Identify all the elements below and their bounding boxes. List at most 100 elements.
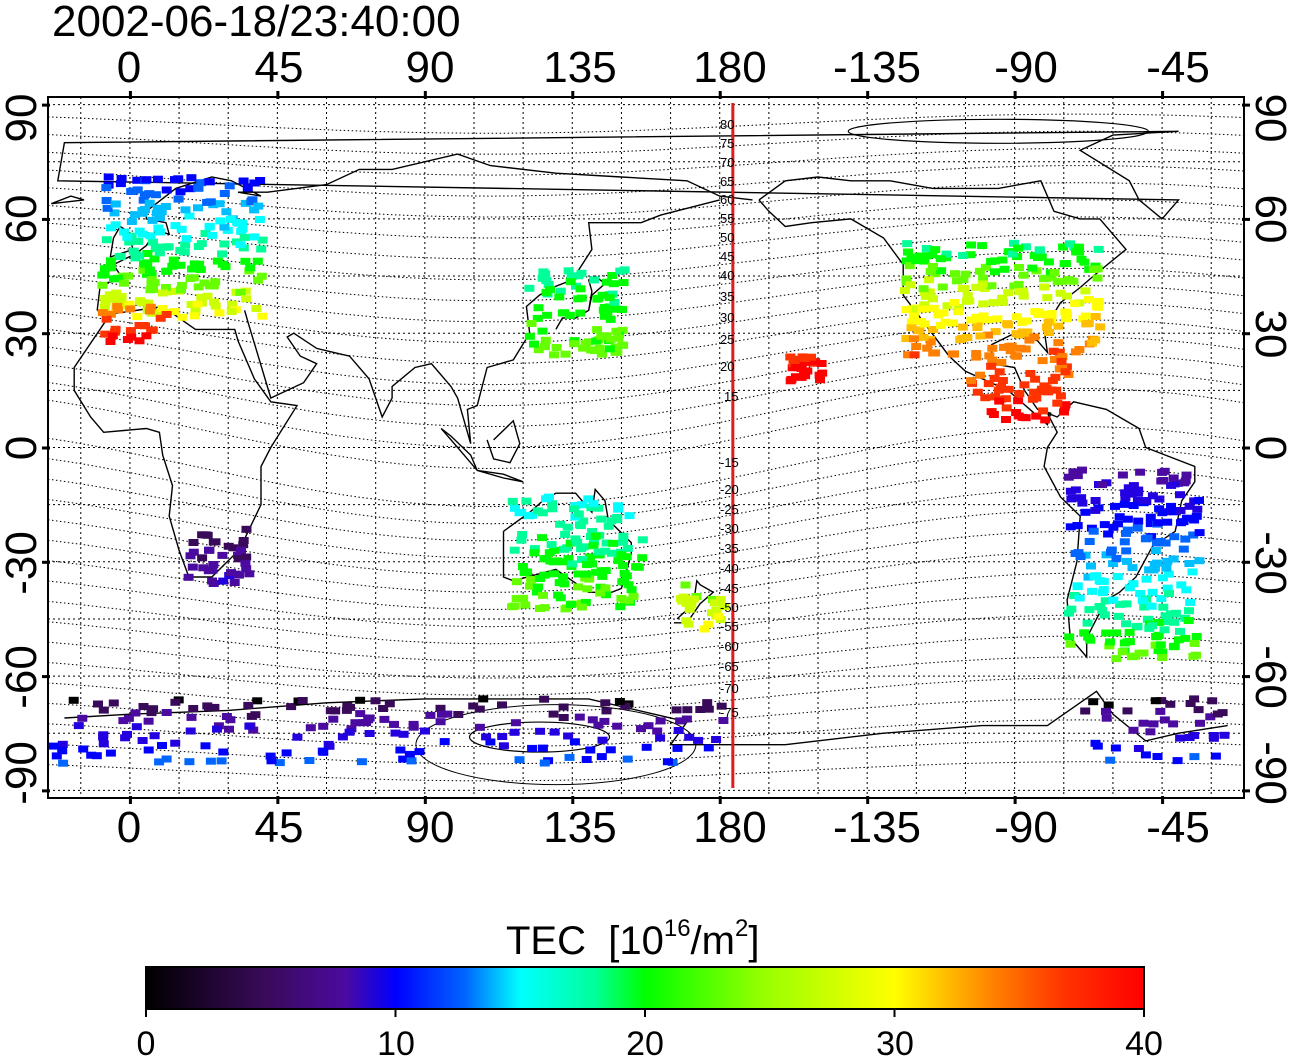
tec-point <box>257 236 268 244</box>
maglat-contour <box>47 656 1245 696</box>
tec-point <box>184 758 195 766</box>
tec-point <box>148 705 159 713</box>
tec-point <box>1147 492 1158 500</box>
tec-point <box>1110 502 1120 510</box>
tec-point <box>1041 323 1052 331</box>
tec-point <box>1065 523 1076 531</box>
tec-point <box>1146 602 1157 610</box>
tec-point <box>188 548 199 556</box>
tec-point <box>596 515 607 523</box>
tec-point <box>108 295 119 303</box>
lon-tick-bottom: -135 <box>832 803 922 852</box>
tec-point <box>1111 554 1122 562</box>
tec-point <box>596 753 607 761</box>
frame-tick-right <box>1242 103 1250 107</box>
tec-point <box>563 732 574 740</box>
tec-point <box>535 605 545 612</box>
tec-point <box>1080 707 1091 715</box>
tec-point <box>1101 714 1112 722</box>
tec-point <box>1178 545 1189 553</box>
tec-point <box>953 308 964 316</box>
tec-point <box>125 305 136 313</box>
tec-point <box>547 500 557 508</box>
tec-point <box>235 241 246 249</box>
tec-point <box>1059 260 1070 268</box>
tec-point <box>919 301 930 309</box>
tec-point <box>1145 728 1156 736</box>
tec-point <box>518 594 529 602</box>
tec-point <box>1103 530 1114 538</box>
tec-point <box>973 318 984 326</box>
tec-point <box>240 559 251 567</box>
tec-point <box>104 291 115 299</box>
tec-point <box>1001 404 1012 412</box>
maglat-label: 65 <box>720 174 735 189</box>
tec-point <box>979 284 990 292</box>
tec-point <box>100 298 111 306</box>
tec-point <box>113 306 123 314</box>
tec-point <box>986 362 997 370</box>
tec-point <box>1071 248 1082 256</box>
tec-point <box>157 742 167 749</box>
maglat-contour <box>47 302 1245 365</box>
tec-point <box>1038 275 1049 283</box>
tec-point <box>575 521 585 529</box>
tec-point <box>1082 619 1093 627</box>
maglat-label: -15 <box>720 455 739 470</box>
tec-point <box>527 744 538 752</box>
tec-point <box>1043 258 1054 266</box>
lat-tick-left: 90 <box>0 93 46 143</box>
tec-point <box>914 326 925 334</box>
tec-point <box>1043 318 1054 326</box>
tec-point <box>1076 494 1087 502</box>
tec-point <box>239 233 250 241</box>
tec-point <box>607 272 618 279</box>
tec-point <box>154 758 165 766</box>
tec-point <box>157 289 168 297</box>
tec-point <box>1033 254 1043 261</box>
tec-point <box>541 288 552 296</box>
tec-point <box>573 295 584 303</box>
tec-point <box>509 728 520 736</box>
tec-point <box>566 273 577 280</box>
tec-point <box>204 546 214 554</box>
tec-point <box>986 282 997 290</box>
tec-point <box>1101 707 1111 715</box>
tec-point <box>169 308 180 316</box>
tec-point <box>1013 244 1024 252</box>
tec-point <box>1180 535 1191 543</box>
tec-point <box>901 257 912 265</box>
tec-point <box>1094 577 1105 585</box>
tec-point <box>1086 562 1096 570</box>
tec-point <box>520 601 531 609</box>
tec-point <box>549 546 560 554</box>
tec-point <box>559 580 570 588</box>
tec-point <box>101 184 112 192</box>
tec-point <box>1049 269 1060 277</box>
tec-point <box>539 695 550 703</box>
tec-point <box>217 250 228 258</box>
tec-point <box>205 757 216 765</box>
tec-point <box>1005 347 1016 355</box>
tec-point <box>137 207 148 214</box>
tec-point <box>1057 353 1068 361</box>
frame-tick-bottom <box>1013 796 1017 804</box>
tec-point <box>992 315 1003 323</box>
tec-point <box>589 276 600 284</box>
tec-point <box>548 710 559 718</box>
tec-point <box>1141 575 1152 583</box>
tec-point <box>699 625 710 633</box>
tec-point <box>947 319 958 327</box>
tec-point <box>962 334 973 341</box>
tec-point <box>180 241 191 249</box>
tec-point <box>652 727 663 735</box>
tec-point <box>143 717 154 725</box>
tec-point <box>584 575 595 583</box>
tec-point <box>207 577 218 585</box>
frame-tick-left <box>42 332 50 336</box>
tec-point <box>682 706 693 714</box>
tec-point <box>1150 697 1161 705</box>
tec-point <box>161 755 172 763</box>
tec-point <box>435 704 446 712</box>
tec-point <box>987 344 998 352</box>
